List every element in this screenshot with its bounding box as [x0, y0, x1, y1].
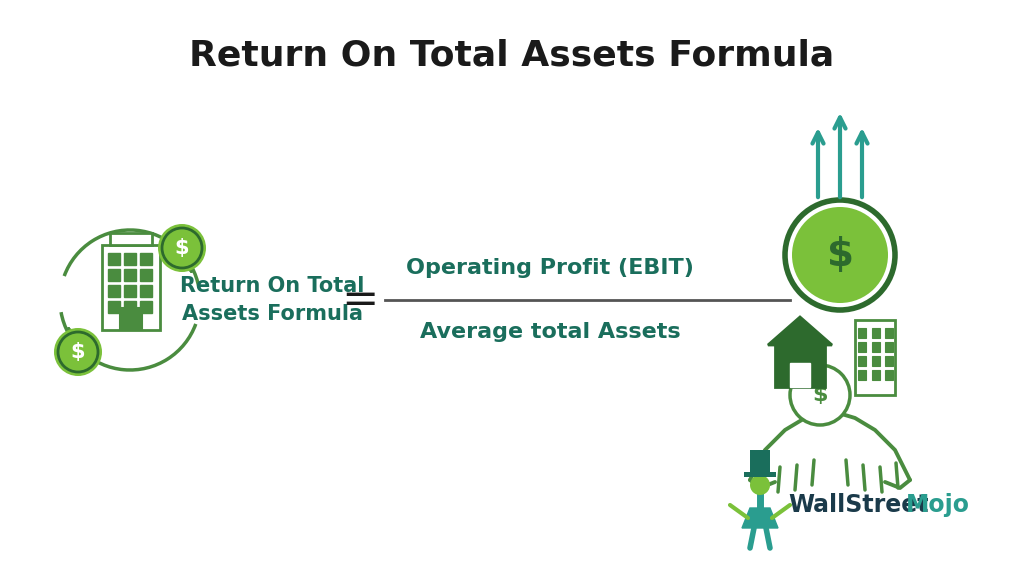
Circle shape [54, 328, 102, 376]
FancyBboxPatch shape [140, 301, 152, 313]
FancyBboxPatch shape [872, 370, 880, 380]
FancyBboxPatch shape [855, 320, 895, 395]
FancyBboxPatch shape [790, 363, 810, 387]
FancyBboxPatch shape [120, 308, 142, 330]
FancyBboxPatch shape [858, 370, 866, 380]
Circle shape [790, 365, 850, 425]
FancyBboxPatch shape [885, 370, 893, 380]
FancyBboxPatch shape [885, 328, 893, 338]
Text: Operating Profit (EBIT): Operating Profit (EBIT) [407, 258, 694, 278]
Text: =: = [341, 278, 379, 321]
Text: WallStreet: WallStreet [788, 493, 929, 517]
FancyBboxPatch shape [872, 328, 880, 338]
FancyBboxPatch shape [872, 342, 880, 352]
FancyBboxPatch shape [108, 285, 120, 297]
Text: $: $ [826, 236, 853, 274]
FancyBboxPatch shape [108, 269, 120, 281]
FancyBboxPatch shape [775, 345, 825, 387]
FancyBboxPatch shape [885, 356, 893, 366]
FancyBboxPatch shape [872, 356, 880, 366]
Circle shape [158, 224, 206, 272]
FancyBboxPatch shape [108, 253, 120, 265]
FancyBboxPatch shape [140, 285, 152, 297]
Polygon shape [768, 317, 831, 345]
Text: $: $ [812, 385, 827, 405]
FancyBboxPatch shape [858, 356, 866, 366]
FancyBboxPatch shape [744, 472, 776, 477]
FancyBboxPatch shape [885, 342, 893, 352]
Text: $: $ [175, 238, 189, 258]
FancyBboxPatch shape [124, 285, 136, 297]
FancyBboxPatch shape [858, 342, 866, 352]
FancyBboxPatch shape [140, 253, 152, 265]
Circle shape [162, 228, 202, 268]
Circle shape [750, 475, 770, 495]
Text: Average total Assets: Average total Assets [420, 322, 680, 342]
Text: Mojo: Mojo [906, 493, 970, 517]
Polygon shape [742, 508, 778, 528]
Text: Return On Total Assets Formula: Return On Total Assets Formula [189, 38, 835, 72]
Text: $: $ [71, 342, 85, 362]
Circle shape [792, 207, 888, 303]
Text: Return On Total
Assets Formula: Return On Total Assets Formula [180, 276, 365, 324]
FancyBboxPatch shape [750, 450, 770, 472]
FancyBboxPatch shape [858, 328, 866, 338]
FancyBboxPatch shape [102, 245, 160, 330]
FancyBboxPatch shape [140, 269, 152, 281]
Circle shape [58, 332, 98, 372]
FancyBboxPatch shape [124, 269, 136, 281]
FancyBboxPatch shape [108, 301, 120, 313]
FancyBboxPatch shape [124, 253, 136, 265]
FancyBboxPatch shape [124, 301, 136, 313]
FancyBboxPatch shape [110, 233, 152, 245]
